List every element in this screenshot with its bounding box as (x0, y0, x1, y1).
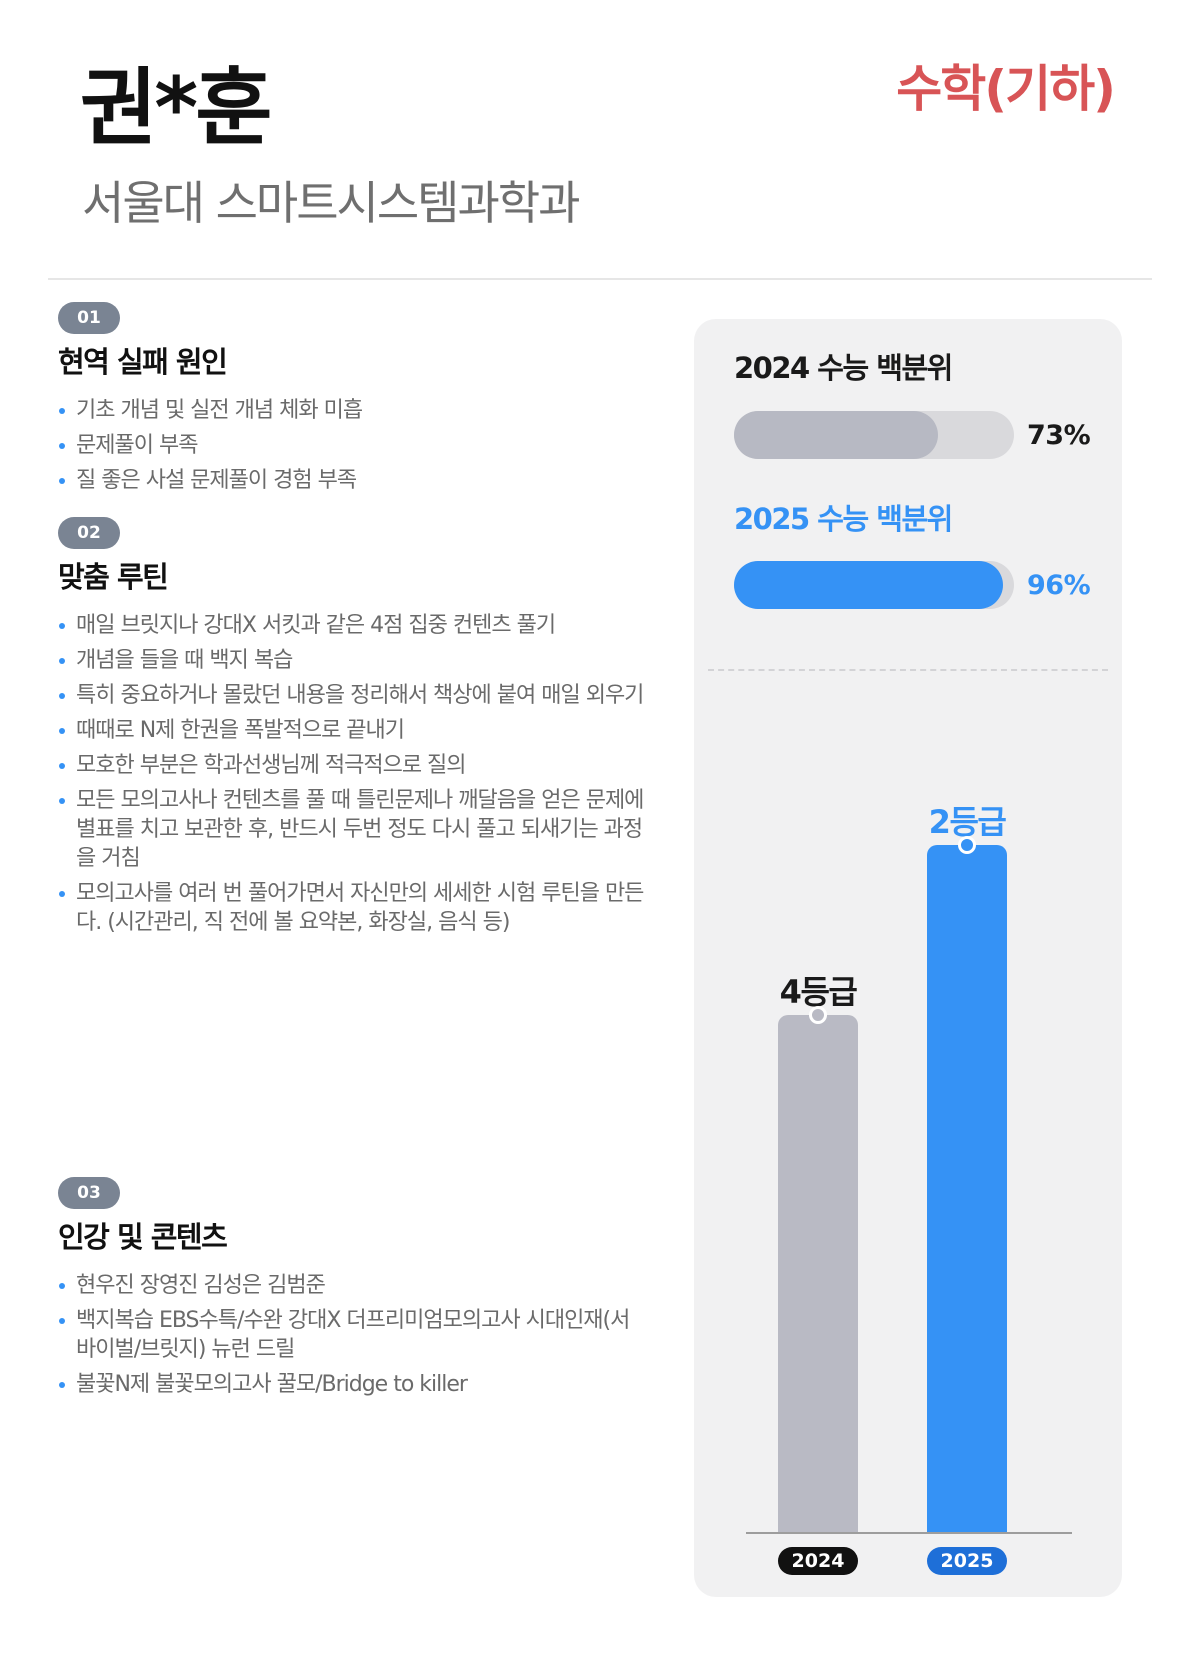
score-panel: 2024 수능 백분위 73% 2025 수능 백분위 96% 4등급 2등급 … (694, 319, 1122, 1597)
list-item: 모호한 부분은 학과선생님께 적극적으로 질의 (58, 751, 648, 780)
section-number-badge: 03 (58, 1177, 120, 1209)
percentile-2024-label: 2024 수능 백분위 (734, 351, 953, 385)
grade-2024-marker (809, 1006, 827, 1024)
panel-divider (708, 669, 1108, 671)
grade-2025-label: 2등급 (928, 803, 1007, 841)
percentile-2024-fill (734, 411, 938, 459)
list-item: 현우진 장영진 김성은 김범준 (58, 1271, 648, 1300)
section-title: 인강 및 콘텐츠 (58, 1220, 228, 1254)
section-title: 현역 실패 원인 (58, 345, 228, 379)
section-custom-routine: 02 맞춤 루틴 매일 브릿지나 강대X 서킷과 같은 4점 집중 컨텐츠 풀기… (58, 517, 648, 943)
grade-2024-bar (778, 1015, 858, 1532)
bullet-list: 기초 개념 및 실전 개념 체화 미흡 문제풀이 부족 질 좋은 사설 문제풀이… (58, 396, 648, 495)
list-item: 매일 브릿지나 강대X 서킷과 같은 4점 집중 컨텐츠 풀기 (58, 611, 648, 640)
section-number-badge: 02 (58, 517, 120, 549)
percentile-2024-track (734, 411, 1014, 459)
bullet-list: 현우진 장영진 김성은 김범준 백지복습 EBS수특/수완 강대X 더프리미엄모… (58, 1271, 648, 1399)
list-item: 특히 중요하거나 몰랐던 내용을 정리해서 책상에 붙여 매일 외우기 (58, 681, 648, 710)
list-item: 모의고사를 여러 번 풀어가면서 자신만의 세세한 시험 루틴을 만든다. (시… (58, 879, 648, 937)
list-item: 기초 개념 및 실전 개념 체화 미흡 (58, 396, 648, 425)
percentile-2025-fill (734, 561, 1003, 609)
percentile-2025-track (734, 561, 1014, 609)
list-item: 개념을 들을 때 백지 복습 (58, 646, 648, 675)
year-2024-pill: 2024 (778, 1547, 858, 1575)
student-name: 권*훈 (80, 59, 272, 157)
bullet-list: 매일 브릿지나 강대X 서킷과 같은 4점 집중 컨텐츠 풀기 개념을 들을 때… (58, 611, 648, 937)
percentile-2025-label: 2025 수능 백분위 (734, 502, 953, 536)
list-item: 불꽃N제 불꽃모의고사 꿀모/Bridge to killer (58, 1370, 648, 1399)
list-item: 모든 모의고사나 컨텐츠를 풀 때 틀린문제나 깨달음을 얻은 문제에 별표를 … (58, 786, 648, 873)
list-item: 백지복습 EBS수특/수완 강대X 더프리미엄모의고사 시대인재(서바이벌/브릿… (58, 1306, 648, 1364)
list-item: 때때로 N제 한권을 폭발적으로 끝내기 (58, 716, 648, 745)
grade-2025-marker (958, 836, 976, 854)
percentile-2025-value: 96% (1027, 570, 1091, 601)
list-item: 질 좋은 사설 문제풀이 경험 부족 (58, 466, 648, 495)
percentile-2024-value: 73% (1027, 420, 1091, 451)
chart-baseline (746, 1532, 1072, 1534)
header-divider (48, 278, 1152, 280)
section-title: 맞춤 루틴 (58, 560, 169, 594)
section-failure-causes: 01 현역 실패 원인 기초 개념 및 실전 개념 체화 미흡 문제풀이 부족 … (58, 302, 648, 501)
department: 서울대 스마트시스템과학과 (82, 176, 580, 230)
section-number-badge: 01 (58, 302, 120, 334)
subject-label: 수학(기하) (896, 60, 1116, 118)
section-lectures-content: 03 인강 및 콘텐츠 현우진 장영진 김성은 김범준 백지복습 EBS수특/수… (58, 1177, 648, 1405)
grade-2024-label: 4등급 (779, 973, 858, 1011)
grade-2025-bar (927, 845, 1007, 1532)
year-2025-pill: 2025 (927, 1547, 1007, 1575)
list-item: 문제풀이 부족 (58, 431, 648, 460)
